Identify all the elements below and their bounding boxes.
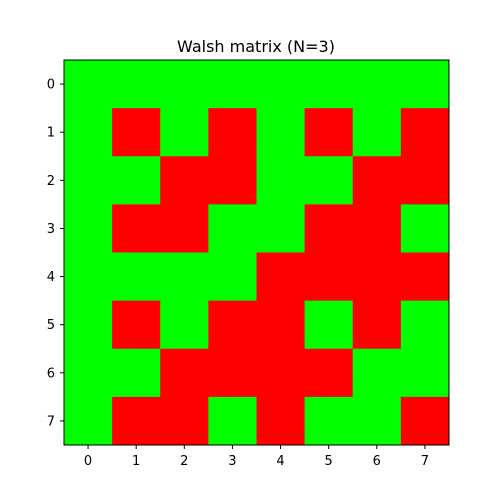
heatmap-cell (64, 108, 113, 157)
heatmap-cell (160, 60, 209, 109)
heatmap-cell (304, 204, 354, 253)
heatmap-cell (304, 348, 354, 398)
heatmap-cell (112, 348, 161, 398)
heatmap-cell (400, 108, 450, 157)
y-tick-label: 3 (47, 222, 55, 237)
y-tick-label: 1 (47, 126, 55, 141)
heatmap-cell (400, 252, 450, 302)
heatmap-cell (304, 300, 354, 350)
heatmap-cell (160, 204, 209, 253)
y-tick-label: 0 (47, 78, 55, 93)
heatmap-cell (64, 348, 113, 398)
heatmap-cells (64, 60, 450, 446)
heatmap-cell (304, 396, 354, 446)
heatmap-cell (208, 252, 257, 302)
heatmap-cell (160, 252, 209, 302)
heatmap-cell (256, 156, 306, 205)
heatmap-cell (400, 60, 450, 109)
y-axis: 0 1 2 3 4 5 6 7 (47, 78, 64, 429)
heatmap-cell (208, 396, 257, 446)
heatmap-cell (112, 108, 161, 157)
plot-frame (63, 59, 450, 446)
heatmap-cell (64, 204, 113, 253)
heatmap-cell (64, 396, 113, 446)
heatmap-cell (208, 300, 257, 350)
x-tick-label: 1 (132, 454, 140, 469)
x-axis: 0 1 2 3 4 5 6 7 (84, 445, 429, 469)
heatmap-cell (112, 252, 161, 302)
heatmap-cell (256, 60, 306, 109)
heatmap-cell (160, 156, 209, 205)
x-tick-label: 0 (84, 454, 92, 469)
heatmap-cell (304, 156, 354, 205)
x-tick-label: 3 (228, 454, 236, 469)
heatmap-cell (208, 108, 257, 157)
heatmap-cell (160, 300, 209, 350)
heatmap-cell (64, 156, 113, 205)
heatmap-cell (64, 252, 113, 302)
y-tick-label: 4 (47, 270, 55, 285)
heatmap-cell (400, 156, 450, 205)
heatmap-cell (160, 108, 209, 157)
heatmap-cell (352, 348, 402, 398)
heatmap-cell (400, 396, 450, 446)
heatmap-cell (256, 396, 306, 446)
heatmap-cell (112, 300, 161, 350)
heatmap-cell (352, 60, 402, 109)
heatmap-cell (304, 252, 354, 302)
heatmap-cell (160, 396, 209, 446)
heatmap-cell (112, 396, 161, 446)
heatmap-cell (352, 252, 402, 302)
heatmap-cell (208, 156, 257, 205)
heatmap-cell (400, 300, 450, 350)
heatmap-cell (208, 60, 257, 109)
chart-title: Walsh matrix (N=3) (177, 37, 335, 56)
heatmap-cell (256, 204, 306, 253)
heatmap-cell (112, 156, 161, 205)
heatmap-cell (256, 108, 306, 157)
heatmap-cell (400, 348, 450, 398)
y-tick-label: 7 (47, 414, 55, 429)
x-tick-label: 5 (325, 454, 333, 469)
x-tick-label: 6 (373, 454, 381, 469)
y-tick-label: 5 (47, 318, 55, 333)
heatmap-cell (160, 348, 209, 398)
heatmap-cell (256, 252, 306, 302)
heatmap-cell (352, 300, 402, 350)
x-tick-label: 2 (180, 454, 188, 469)
x-tick-label: 4 (276, 454, 284, 469)
heatmap-cell (256, 300, 306, 350)
heatmap-cell (208, 348, 257, 398)
heatmap-cell (352, 204, 402, 253)
heatmap-cell (208, 204, 257, 253)
heatmap-cell (304, 108, 354, 157)
heatmap-cell (256, 348, 306, 398)
heatmap-cell (352, 156, 402, 205)
heatmap-cell (64, 60, 113, 109)
heatmap-cell (400, 204, 450, 253)
heatmap-cell (352, 396, 402, 446)
heatmap-cell (112, 60, 161, 109)
heatmap-cell (352, 108, 402, 157)
heatmap-cell (304, 60, 354, 109)
heatmap-cell (64, 300, 113, 350)
x-tick-label: 7 (421, 454, 429, 469)
y-tick-label: 2 (47, 174, 55, 189)
heatmap-cell (112, 204, 161, 253)
y-tick-label: 6 (47, 366, 55, 381)
